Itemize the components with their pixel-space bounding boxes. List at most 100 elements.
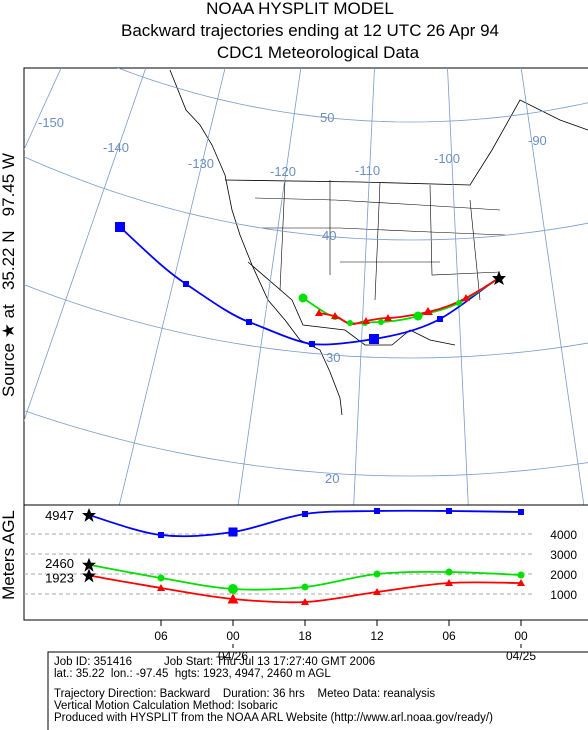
y-tick-label: 1000 [550, 588, 577, 602]
marker [445, 568, 453, 576]
longitude-label: -90 [528, 133, 547, 148]
marker [374, 508, 380, 514]
state-lines [254, 179, 506, 301]
title: Backward trajectories ending at 12 UTC 2… [121, 21, 499, 40]
date-label: 04/25 [506, 649, 536, 663]
height-panel [23, 504, 588, 621]
x-tick-label: 06 [154, 629, 168, 643]
marker [228, 527, 238, 537]
meridian [24, 68, 147, 422]
source-star [82, 508, 96, 523]
footer-line: Vertical Motion Calculation Method: Isob… [54, 700, 278, 712]
latitude-label: 40 [322, 228, 336, 243]
marker [446, 508, 452, 514]
footer-line: Job ID: 351416 Job Start: Thu Jul 13 17:… [54, 656, 375, 668]
footer-box [47, 651, 588, 730]
longitude-label: -150 [38, 115, 64, 130]
marker [373, 588, 381, 595]
source-star [82, 557, 96, 572]
marker [298, 293, 308, 303]
parallel [24, 410, 588, 477]
title: NOAA HYSPLIT MODEL [206, 0, 394, 18]
marker [517, 579, 525, 586]
map: -150 -140 -130 -120 -110 -100 -90 50 40 30 20 [23, 0, 588, 558]
marker [445, 579, 453, 586]
marker [301, 583, 309, 591]
start-height-label: 4947 [45, 508, 74, 523]
x-tick-label: 00 [226, 629, 240, 643]
x-tick-label: 00 [514, 629, 528, 643]
marker [157, 584, 165, 591]
latitude-label: 30 [326, 350, 340, 365]
x-tick-label: 18 [298, 629, 312, 643]
y-tick-label: 3000 [550, 548, 577, 562]
footer-line: lat.: 35.22 lon.: -97.45 hgts: 1923, 494… [54, 668, 331, 680]
start-height-label: 2460 [45, 556, 74, 571]
source-star [82, 568, 96, 583]
marker [517, 571, 525, 579]
subtitle: CDC1 Meteorological Data [217, 43, 420, 62]
footer-line: Produced with HYSPLIT from the NOAA ARL … [54, 712, 493, 724]
source-label: Source ★ at 35.22 N 97.45 W [0, 153, 18, 397]
marker [227, 593, 239, 604]
meridian [520, 68, 585, 505]
markers [115, 222, 443, 347]
border [224, 99, 588, 186]
meridian [237, 68, 302, 505]
marker [413, 311, 423, 321]
marker [157, 574, 165, 582]
latitude-label: 50 [320, 110, 334, 125]
map-frame [23, 67, 588, 506]
latitude-label: 20 [325, 471, 339, 486]
x-tick-label: 12 [370, 629, 384, 643]
longitude-label: -120 [270, 164, 296, 179]
trajectories [115, 222, 506, 347]
y-tick-label: 2000 [550, 568, 577, 582]
graticule [24, 0, 588, 558]
longitude-label: -140 [103, 140, 129, 155]
parallel [24, 284, 588, 359]
trajectory-line [119, 226, 500, 346]
marker [315, 294, 470, 324]
meridian [24, 68, 62, 151]
marker [115, 222, 125, 232]
marker [369, 334, 379, 344]
source-star [492, 271, 506, 285]
start-height-label: 1923 [45, 571, 74, 586]
marker [456, 300, 462, 306]
marker [158, 532, 164, 538]
marker [347, 320, 353, 326]
x-tick-label: 06 [442, 629, 456, 643]
marker [373, 570, 381, 578]
trajectory-line [318, 277, 500, 326]
footer: Job ID: 351416 Job Start: Thu Jul 13 17:… [54, 656, 493, 724]
y-axis-label: Meters AGL [0, 510, 18, 600]
border [247, 261, 456, 346]
meridian [353, 68, 375, 505]
markers [315, 294, 470, 324]
meridian [549, 0, 588, 558]
marker [378, 319, 384, 325]
marker [246, 319, 252, 325]
marker [518, 509, 524, 515]
footer-line: Trajectory Direction: Backward Duration:… [54, 688, 435, 700]
marker [301, 598, 309, 605]
coastline [169, 69, 343, 416]
marker [302, 511, 308, 517]
borders [169, 69, 588, 416]
marker [309, 341, 315, 347]
marker [183, 281, 189, 287]
longitude-label: -130 [188, 156, 214, 171]
longitude-label: -110 [355, 163, 380, 178]
meridian [447, 68, 469, 505]
y-tick-label: 4000 [550, 528, 577, 542]
parallel [24, 156, 588, 241]
longitude-label: -100 [434, 151, 460, 166]
marker [228, 584, 238, 594]
parallel [116, 68, 588, 123]
meridian [118, 68, 226, 505]
marker [437, 316, 443, 322]
